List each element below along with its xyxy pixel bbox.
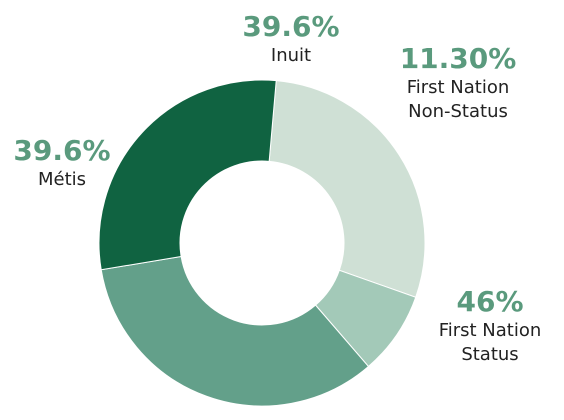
slice-label: 46% First Nation Status	[425, 285, 555, 367]
value-label: 46%	[456, 285, 524, 318]
donut-slice	[100, 255, 370, 407]
slice-label: 11.30% First Nation Non-Status	[393, 42, 523, 124]
value-label: 39.6%	[242, 10, 340, 43]
donut-slice	[268, 80, 426, 298]
category-label: Inuit	[270, 45, 312, 66]
slice-label: 39.6% Inuit	[216, 10, 366, 68]
slice-label: 39.6% Métis	[0, 134, 137, 192]
value-label: 39.6%	[13, 134, 111, 167]
value-label: 11.30%	[399, 42, 517, 75]
category-label: First Nation Status	[438, 320, 542, 365]
category-label: First Nation Non-Status	[406, 77, 510, 122]
category-label: Métis	[37, 169, 87, 190]
donut-slice	[98, 79, 277, 271]
